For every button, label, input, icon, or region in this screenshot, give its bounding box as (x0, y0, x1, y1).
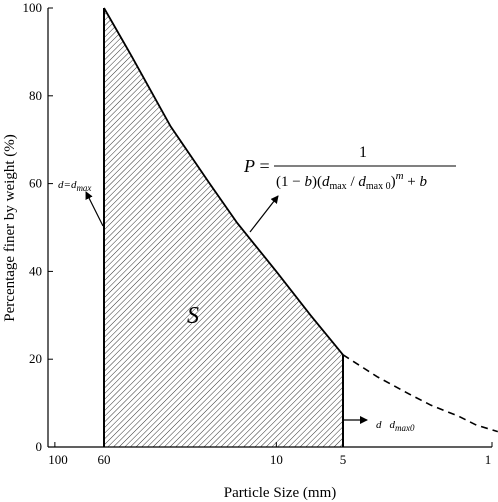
y-tick-label: 100 (23, 0, 43, 15)
y-tick-label: 80 (29, 88, 42, 103)
formula: P = 1 (1 − b)(dmax / dmax 0)m + b (243, 144, 456, 233)
left-boundary-annotation: d=dmax (58, 179, 91, 193)
left-eq: = (64, 179, 71, 191)
y-tick-label: 0 (36, 439, 43, 454)
y-ticks: 0 20 40 60 80 100 (23, 0, 53, 454)
right-rhs-var: d (390, 419, 396, 431)
x-tick-label: 1 (485, 452, 492, 467)
left-rhs-var: d (71, 179, 77, 191)
x-tick-label: 5 (340, 452, 347, 467)
left-annotation-arrow (85, 191, 104, 227)
formula-denominator: (1 − b)(dmax / dmax 0)m + b (276, 170, 428, 192)
y-tick-label: 40 (29, 263, 42, 278)
grading-curve-solid (103, 7, 344, 356)
left-sub: max (76, 183, 91, 193)
formula-lhs: P = (243, 156, 270, 176)
y-axis-title: Percentage finer by weight (%) (2, 134, 18, 321)
y-tick-label: 20 (29, 351, 42, 366)
region-label-s: S (187, 303, 199, 329)
hatched-area-s (104, 8, 343, 447)
x-ticks: 100 60 10 5 1 (48, 442, 493, 467)
x-axis-title: Particle Size (mm) (224, 485, 336, 501)
x-tick-label: 10 (270, 452, 283, 467)
right-var: d (376, 419, 382, 431)
x-tick-label: 100 (48, 452, 68, 467)
left-var: d (58, 179, 64, 191)
formula-numerator: 1 (359, 144, 367, 161)
y-tick-label: 60 (29, 176, 42, 191)
grading-curve-dashed (342, 354, 498, 433)
right-boundary-annotation: d dmax0 (376, 419, 415, 433)
formula-arrow (249, 195, 279, 233)
right-sub: max0 (395, 423, 415, 433)
x-tick-label: 60 (98, 452, 111, 467)
